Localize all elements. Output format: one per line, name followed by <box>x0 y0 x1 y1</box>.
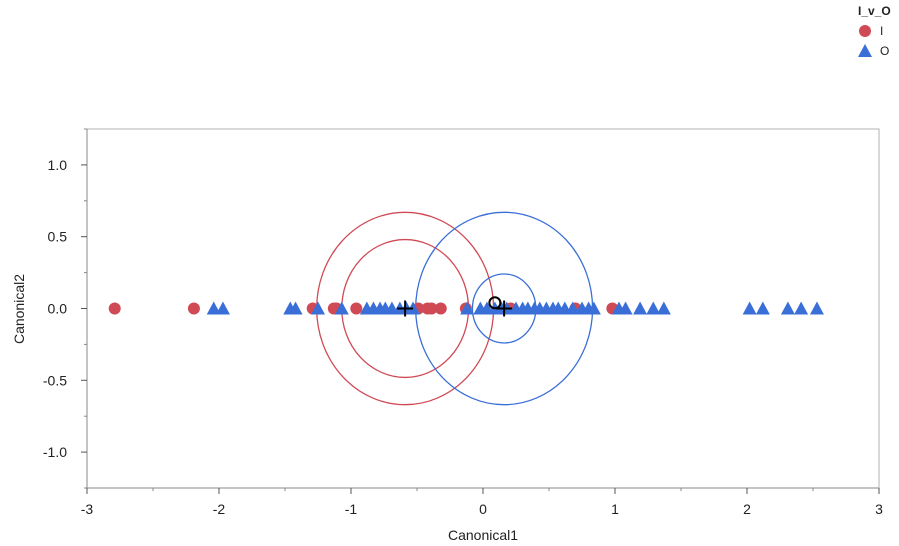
y-axis-title: Canonical2 <box>11 274 27 344</box>
overall-mean-marker <box>488 296 502 310</box>
point-o <box>794 301 809 315</box>
legend: I_v_O I O <box>858 4 891 61</box>
y-axis: -1.0 -0.5 0.0 0.5 1.0 <box>43 128 87 489</box>
x-axis: -3 -2 -1 0 1 2 3 <box>81 488 883 517</box>
point-o <box>780 301 795 315</box>
point-o <box>742 301 757 315</box>
point-o <box>565 301 580 315</box>
legend-label-i: I <box>880 24 884 38</box>
y-tick-label: 1.0 <box>48 157 68 173</box>
point-o <box>618 301 633 315</box>
point-i <box>350 302 363 315</box>
legend-item-i[interactable]: I <box>858 21 891 41</box>
point-o <box>460 301 475 315</box>
point-o <box>633 301 648 315</box>
point-o <box>215 301 230 315</box>
legend-title: I_v_O <box>858 4 891 18</box>
x-axis-title: Canonical1 <box>448 527 518 543</box>
x-tick-label: 0 <box>479 501 487 517</box>
point-i <box>108 302 121 315</box>
point-o <box>586 301 601 315</box>
blue-triangle-icon <box>858 44 872 57</box>
y-tick-label: -0.5 <box>43 372 67 388</box>
point-o <box>206 301 221 315</box>
point-o <box>311 301 325 315</box>
x-tick-label: 3 <box>875 501 883 517</box>
x-tick-label: -3 <box>81 501 94 517</box>
legend-item-o[interactable]: O <box>858 41 891 61</box>
y-tick-label: -1.0 <box>43 444 67 460</box>
point-o <box>656 301 671 315</box>
x-tick-label: -1 <box>345 501 358 517</box>
x-tick-label: 2 <box>743 501 751 517</box>
legend-label-o: O <box>880 44 890 58</box>
point-i <box>187 302 200 315</box>
point-i <box>425 302 438 315</box>
point-o <box>288 301 303 315</box>
data-points <box>108 301 824 315</box>
point-o <box>809 301 824 315</box>
y-tick-label: 0.0 <box>48 301 68 317</box>
point-o <box>334 301 349 315</box>
point-o <box>646 301 661 315</box>
point-i <box>434 302 447 315</box>
x-tick-label: -2 <box>213 501 226 517</box>
centroid-markers <box>397 296 513 317</box>
point-o <box>755 301 770 315</box>
red-circle-icon <box>859 25 871 37</box>
y-tick-label: 0.5 <box>48 229 68 245</box>
x-tick-label: 1 <box>611 501 619 517</box>
